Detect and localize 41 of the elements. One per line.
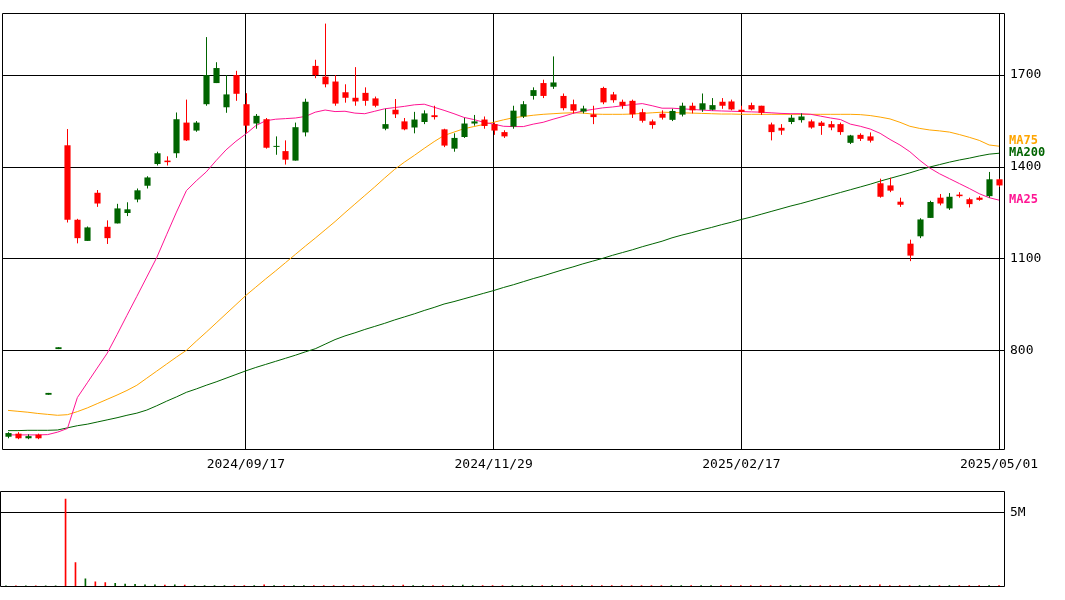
y-tick-label: 1700 bbox=[1010, 66, 1042, 82]
candlestick bbox=[461, 117, 468, 139]
x-tick-label: 2024/11/29 bbox=[454, 456, 533, 472]
y-tick-label: 1400 bbox=[1010, 158, 1042, 174]
candlestick bbox=[411, 111, 418, 134]
candlestick bbox=[451, 132, 458, 153]
y-tick-label: 1100 bbox=[1010, 250, 1042, 266]
series-label: MA75 bbox=[1009, 133, 1038, 148]
candlestick bbox=[510, 105, 517, 130]
candlestick bbox=[273, 135, 280, 156]
candlestick bbox=[352, 66, 359, 107]
candlestick bbox=[699, 92, 706, 113]
y-tick-label: 800 bbox=[1010, 342, 1034, 358]
candlestick bbox=[104, 219, 111, 245]
candlestick bbox=[233, 70, 240, 102]
x-tick-label: 2024/09/17 bbox=[206, 456, 285, 472]
candlestick bbox=[590, 105, 597, 125]
candlestick bbox=[382, 108, 389, 131]
candlestick bbox=[312, 59, 319, 79]
series-label: MA200 bbox=[1009, 145, 1046, 160]
candlestick bbox=[629, 99, 636, 119]
candlestick bbox=[986, 171, 993, 199]
x-tick-label: 2025/05/01 bbox=[959, 456, 1039, 472]
candlestick bbox=[917, 217, 924, 239]
candlestick bbox=[183, 99, 190, 142]
candlestick bbox=[332, 74, 339, 107]
candlestick bbox=[243, 92, 250, 134]
candlestick bbox=[540, 79, 547, 99]
candlestick bbox=[74, 218, 81, 244]
y-tick-label: 5M bbox=[1010, 503, 1026, 519]
series-label: MA25 bbox=[1009, 192, 1038, 207]
candlestick bbox=[392, 98, 399, 119]
candlestick bbox=[223, 74, 230, 114]
candlestick bbox=[877, 178, 884, 199]
candlestick bbox=[322, 23, 329, 88]
candlestick bbox=[550, 55, 557, 90]
candlestick bbox=[907, 239, 914, 262]
candlestick bbox=[362, 86, 369, 107]
candlestick bbox=[342, 83, 349, 104]
candlestick bbox=[282, 139, 289, 166]
x-tick-label: 2025/02/17 bbox=[702, 456, 781, 472]
